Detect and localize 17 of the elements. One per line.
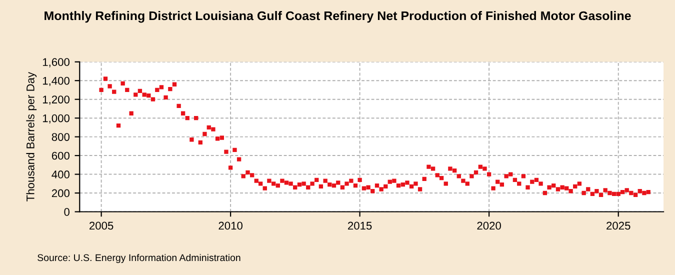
- y-tick-label: 0: [64, 208, 70, 216]
- x-tick-label: 2020: [477, 222, 501, 230]
- y-tick-label: 1,000: [42, 114, 70, 124]
- y-axis-title: Thousand Barrels per Day: [26, 72, 37, 202]
- y-tick-label: 200: [52, 189, 70, 198]
- y-tick-label: 1,200: [42, 96, 70, 105]
- x-tick-label: 2005: [90, 222, 114, 230]
- y-tick-label: 1,600: [42, 58, 70, 68]
- x-tick-label: 2010: [218, 222, 242, 230]
- y-tick-label: 1,400: [42, 76, 70, 86]
- y-tick-label: 600: [52, 152, 70, 160]
- x-tick-label: 2025: [606, 222, 630, 230]
- y-tick-label: 400: [52, 170, 70, 178]
- chart-title: Monthly Refining District Louisiana Gulf Coast Refinery Net Production of Finished Motor Gasoline: [44, 11, 631, 23]
- source-note: Source: U.S. Energy Information Administration: [38, 254, 240, 264]
- x-tick-label: 2015: [348, 222, 372, 230]
- y-tick-label: 800: [52, 133, 70, 141]
